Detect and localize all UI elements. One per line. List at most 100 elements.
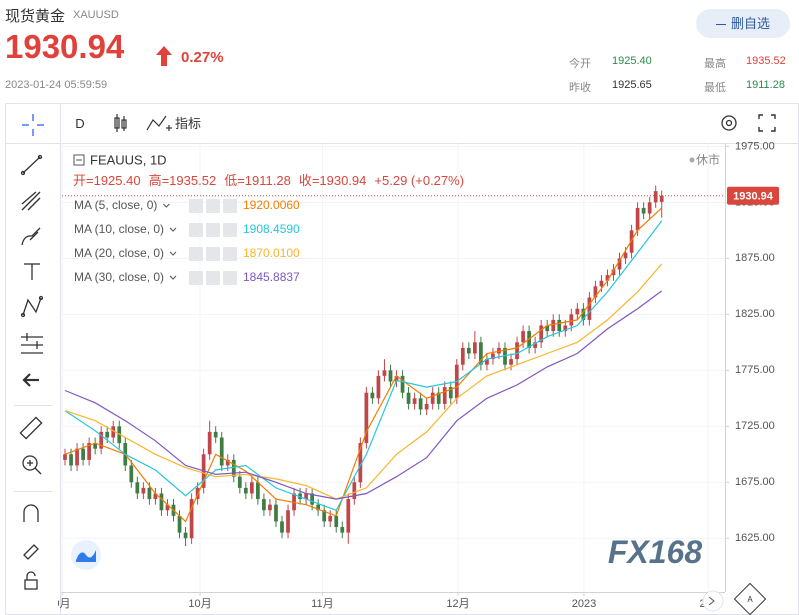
ohlc-item: 低=1911.28 (224, 173, 291, 188)
ma-legend-icon[interactable] (189, 247, 203, 261)
candle-body (472, 342, 477, 354)
last-price-label: 1930.94 (733, 191, 774, 203)
candle-body (460, 347, 465, 365)
stat-label: 昨收 (569, 82, 591, 94)
ma-legend-value: 1908.4590 (243, 222, 300, 236)
settings-button[interactable] (721, 115, 737, 131)
candle-body (99, 431, 104, 449)
candle-body (87, 443, 91, 460)
candle-body (135, 482, 140, 494)
ma-line (64, 207, 663, 523)
time-axis: 9月10月11月12月20232月 (58, 592, 717, 610)
ma-legend-icon[interactable] (206, 223, 220, 237)
x-tick-label: 12月 (446, 598, 469, 610)
candle-body (400, 375, 405, 393)
candle-body (515, 342, 519, 360)
y-tick-label: 1625.00 (735, 532, 775, 544)
pattern-tool[interactable] (20, 295, 44, 318)
candle-body (509, 359, 513, 365)
candle-body (310, 493, 315, 505)
indicator-button[interactable]: 指标 (175, 116, 201, 131)
candle-body (611, 269, 616, 276)
corner-button[interactable]: A (733, 582, 767, 615)
candle-body (213, 431, 218, 438)
candle-body (249, 482, 254, 494)
candle-body (635, 207, 640, 231)
quick-button[interactable] (71, 540, 101, 570)
widget-border (5, 103, 799, 615)
timestamp: 2023-01-24 05:59:59 (5, 79, 108, 91)
text-tool[interactable] (24, 263, 40, 280)
interval-button[interactable]: D (75, 116, 84, 131)
zoom-tool[interactable] (22, 455, 42, 475)
ma-line (64, 290, 663, 500)
candle-body (466, 347, 471, 354)
candle-body (207, 431, 212, 455)
stat-value: 1911.28 (746, 79, 785, 91)
ma-legend-chevron (169, 275, 177, 280)
plot-area: FX168 (62, 185, 725, 570)
symbol-label[interactable]: FEAUUS, 1D (90, 152, 167, 167)
candle-body (641, 207, 646, 214)
candle-body (479, 342, 483, 365)
fullscreen-button[interactable] (758, 114, 776, 132)
candle-body (382, 370, 387, 376)
lock-draw-tool[interactable] (23, 544, 39, 560)
ma-legend-icon[interactable] (189, 271, 203, 285)
candle-body (129, 465, 134, 483)
brush-tool[interactable] (21, 227, 41, 246)
candle-body (63, 454, 67, 460)
candle-body (81, 448, 85, 460)
candle-body (370, 392, 375, 399)
candle-body (280, 521, 284, 533)
candle-body (334, 515, 339, 528)
candle-body (364, 392, 369, 444)
candle-body (231, 459, 236, 477)
chart-type-button[interactable] (114, 114, 127, 132)
ruler-tool[interactable] (19, 416, 43, 440)
ma-line (64, 263, 663, 500)
y-tick-label: 1875.00 (735, 252, 775, 264)
candle-body (69, 454, 73, 466)
last-price-badge (727, 186, 779, 205)
ma-legend-icon[interactable] (223, 247, 237, 261)
candle-body (551, 319, 556, 332)
remove-watchlist-button[interactable]: 删自选 (696, 9, 790, 38)
ma-legend-icon[interactable] (189, 223, 203, 237)
ma-legend-name: MA (30, close, 0) (74, 270, 164, 284)
y-tick-label: 1775.00 (735, 364, 775, 376)
indicator-icon[interactable] (146, 115, 172, 131)
candle-body (569, 314, 574, 326)
candle-body (346, 499, 351, 533)
candle-body (159, 493, 164, 511)
candle-body (141, 487, 146, 494)
prediction-tool[interactable] (21, 333, 43, 354)
candle-body (268, 504, 272, 511)
ma-legend-icon[interactable] (206, 247, 220, 261)
ma-legend-icon[interactable] (206, 271, 220, 285)
back-tool[interactable] (22, 373, 39, 387)
crosshair-tool[interactable] (22, 114, 44, 136)
ma-legend-icon[interactable] (223, 199, 237, 213)
lock-tool[interactable] (24, 571, 38, 590)
candle-body (491, 353, 495, 360)
candle-body (575, 308, 580, 315)
candle-body (237, 476, 242, 488)
candle-body (448, 387, 453, 399)
candle-body (430, 392, 435, 404)
ma-legend-icon[interactable] (189, 199, 203, 213)
candle-body (177, 515, 182, 533)
candle-body (647, 202, 652, 214)
candle-body (183, 532, 188, 539)
ma-legend-icon[interactable] (223, 223, 237, 237)
candle-body (93, 443, 98, 449)
ma-legend-icon[interactable] (206, 199, 220, 213)
scroll-button[interactable] (702, 590, 724, 612)
candle-body (412, 398, 417, 404)
candle-body (659, 195, 664, 202)
pitchfork-tool[interactable] (21, 191, 41, 211)
trend-line-tool[interactable] (20, 154, 43, 176)
ma-legend-icon[interactable] (223, 271, 237, 285)
magnet-tool[interactable] (23, 504, 39, 522)
